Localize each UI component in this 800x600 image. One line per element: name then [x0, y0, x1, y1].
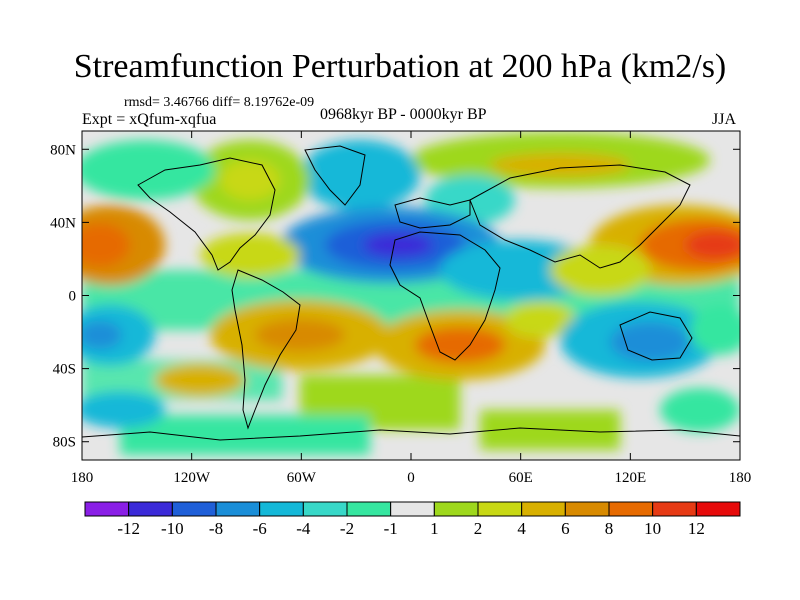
colorbar-box — [84, 501, 130, 517]
colorbar-box — [695, 501, 741, 517]
africa-coast — [389, 231, 501, 361]
colorbar-box — [608, 501, 654, 517]
colorbar-box — [521, 501, 566, 517]
period-label: 0968kyr BP - 0000kyr BP — [320, 106, 487, 123]
antarctica-coast — [82, 427, 740, 441]
colorbar-box — [564, 501, 610, 517]
southeast-pacific-pos — [155, 364, 245, 396]
colorbar-label: -12 — [117, 519, 140, 538]
colorbar-label: 4 — [517, 519, 526, 538]
x-axis: 180 120W 60W 0 60E 120E 180 — [71, 131, 752, 486]
greenland-neg — [300, 140, 420, 210]
chart-title: Streamfunction Perturbation at 200 hPa (… — [73, 48, 727, 85]
colorbar-label: 8 — [605, 519, 614, 538]
colorbar-label: 12 — [688, 519, 705, 538]
colorbar-label: 10 — [644, 519, 661, 538]
west-pacific-high-core — [685, 231, 740, 259]
experiment-label: Expt = xQfum-xqfua — [82, 111, 217, 128]
colorbar-label: -2 — [340, 519, 354, 538]
colorbar-box — [171, 501, 217, 517]
alaska-neg — [82, 140, 215, 200]
southern-pacific-neg — [82, 392, 165, 428]
colorbar-box — [215, 501, 261, 517]
coastlines — [82, 145, 740, 441]
colorbar-label: 6 — [561, 519, 570, 538]
colorbar: -12 -10 -8 -6 -4 -2 -1 1 2 4 6 8 10 12 — [84, 501, 741, 538]
y-tick-label: 40N — [50, 215, 76, 231]
colorbar-label: -8 — [209, 519, 223, 538]
y-tick-label: 40S — [53, 362, 76, 378]
y-tick-label: 0 — [69, 289, 77, 305]
colorbar-box — [259, 501, 304, 517]
colorbar-box — [652, 501, 697, 517]
colorbar-label: 2 — [474, 519, 483, 538]
arctic-pos-core — [490, 153, 630, 177]
season-label: JJA — [712, 111, 737, 128]
colorbar-box — [302, 501, 348, 517]
europe-coast — [394, 197, 471, 229]
x-tick-label: 180 — [729, 470, 752, 486]
x-tick-label: 0 — [407, 470, 415, 486]
southern-ocean-neg — [120, 415, 370, 455]
x-tick-label: 120W — [173, 470, 211, 486]
colorbar-box — [346, 501, 392, 517]
greenland-coast — [304, 145, 366, 206]
colorbar-label: -6 — [253, 519, 267, 538]
central-america-pos — [200, 233, 300, 277]
colorbar-box — [433, 501, 479, 517]
stats-text: rmsd= 3.46766 diff= 8.19762e-09 — [124, 95, 315, 110]
colorbar-label: -4 — [296, 519, 311, 538]
colorbar-box — [477, 501, 523, 517]
x-tick-label: 180 — [71, 470, 94, 486]
north-america-coast — [137, 157, 276, 271]
map-field — [81, 130, 741, 461]
south-america-coast — [231, 269, 301, 430]
y-tick-label: 80S — [53, 435, 76, 451]
colorbar-label: -10 — [161, 519, 184, 538]
x-tick-label: 60W — [287, 470, 317, 486]
asia-coast — [469, 164, 691, 269]
colorbar-label: 1 — [430, 519, 439, 538]
australia-coast — [619, 311, 693, 361]
colorbar-box — [128, 501, 173, 517]
y-tick-label: 80N — [50, 142, 76, 158]
atlantic-low-core — [363, 233, 433, 257]
x-tick-label: 60E — [509, 470, 533, 486]
colorbar-box — [390, 501, 435, 517]
colorbar-label: -1 — [384, 519, 398, 538]
x-tick-label: 120E — [614, 470, 646, 486]
y-axis: 80N 40N 0 40S 80S — [50, 142, 740, 451]
